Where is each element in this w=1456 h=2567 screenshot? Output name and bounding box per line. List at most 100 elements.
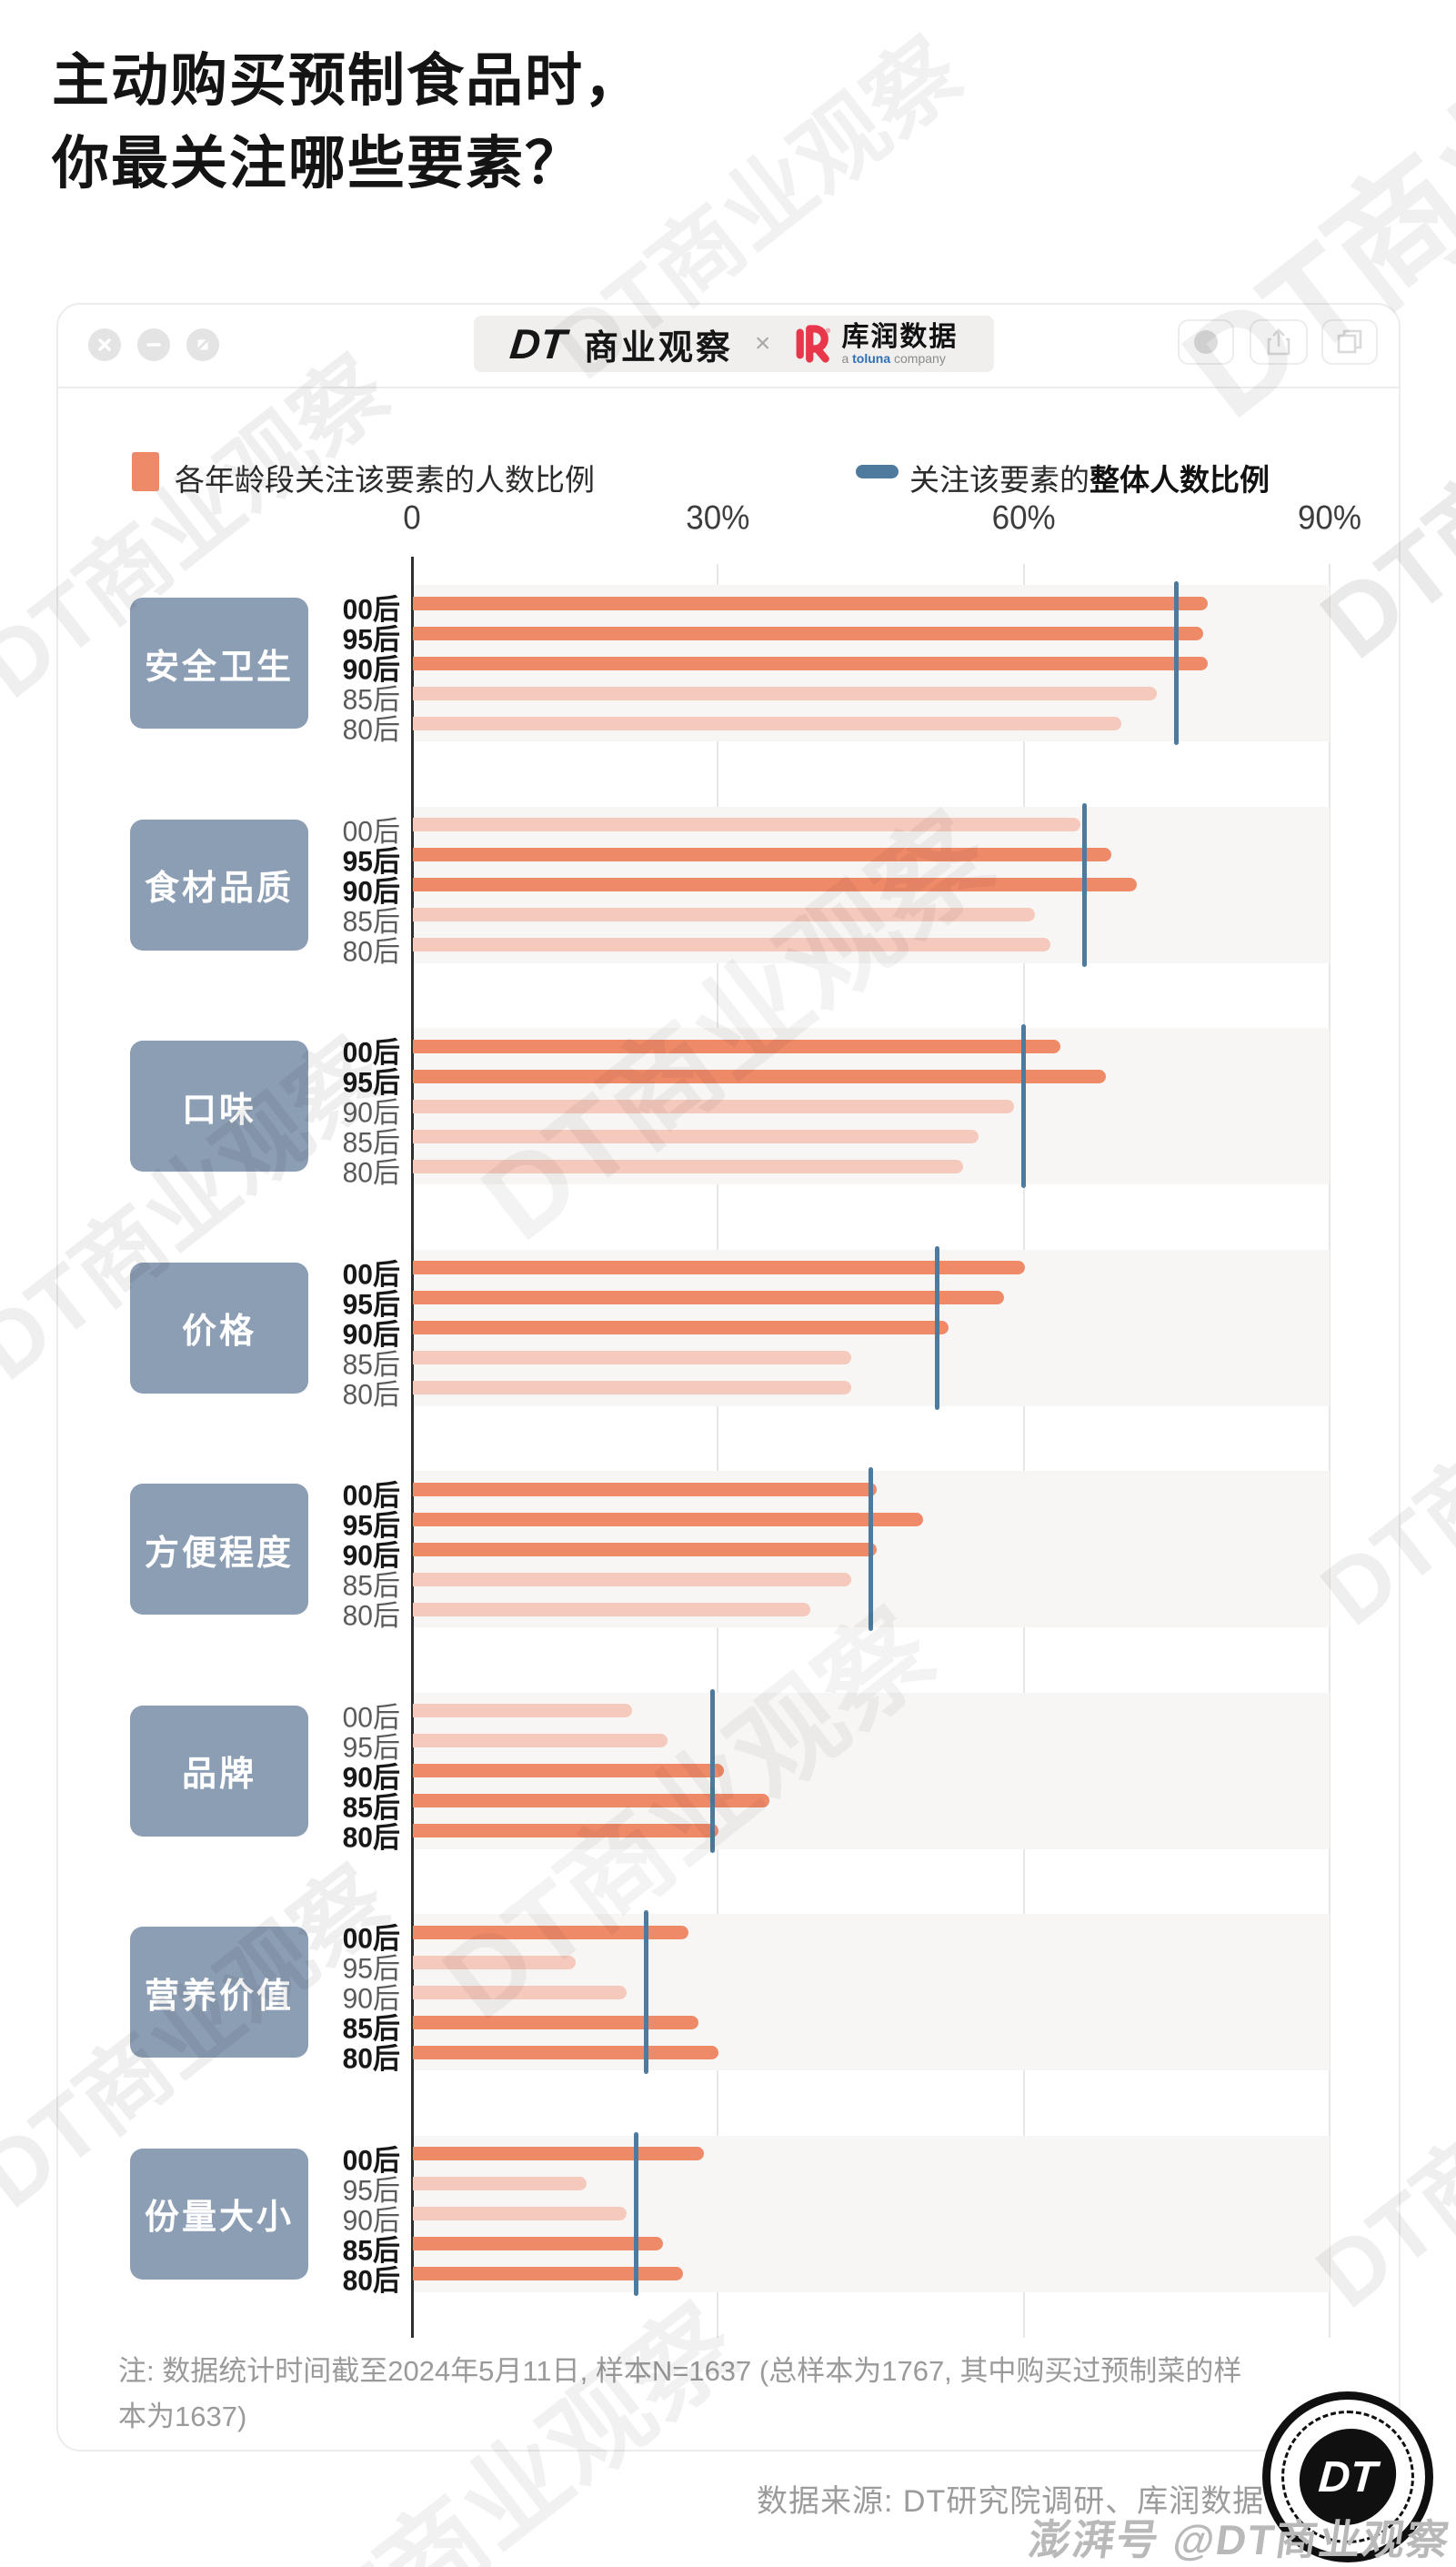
age-bar bbox=[413, 656, 1209, 670]
bottom-watermark: 澎湃号 @DT商业观察 bbox=[1025, 2516, 1454, 2563]
restore-icon bbox=[196, 337, 210, 352]
age-label: 85后 bbox=[342, 2234, 400, 2267]
close-button[interactable] bbox=[88, 328, 121, 361]
age-label: 90后 bbox=[342, 1318, 400, 1351]
age-bar bbox=[413, 1351, 852, 1364]
overall-line bbox=[1082, 802, 1088, 967]
age-bar bbox=[413, 1572, 852, 1586]
collab-x-separator: × bbox=[754, 328, 771, 358]
age-bar bbox=[413, 2015, 698, 2029]
age-bar bbox=[413, 1542, 878, 1556]
share-icon bbox=[1267, 328, 1290, 356]
age-bar bbox=[413, 686, 1158, 700]
age-bar bbox=[413, 2237, 663, 2250]
page-title-line1: 主动购买预制食品时， bbox=[52, 49, 643, 113]
age-label: 90后 bbox=[342, 1983, 400, 2015]
age-label: 80后 bbox=[342, 1821, 400, 1854]
age-bar bbox=[413, 1985, 628, 1999]
age-bar bbox=[413, 1069, 1107, 1083]
age-label: 95后 bbox=[342, 1288, 400, 1321]
factor-label-box: 食材品质 bbox=[130, 819, 308, 951]
age-label: 00后 bbox=[342, 1923, 400, 1955]
age-label: 95后 bbox=[342, 1067, 400, 1099]
age-label: 85后 bbox=[342, 1791, 400, 1824]
y-axis-line bbox=[411, 557, 414, 2338]
age-bar bbox=[413, 1734, 668, 1747]
age-bar bbox=[413, 1602, 811, 1616]
x-tick-60: 60% bbox=[991, 499, 1056, 537]
age-label: 00后 bbox=[342, 1480, 400, 1512]
age-label: 80后 bbox=[342, 1378, 400, 1411]
share-button[interactable] bbox=[1250, 319, 1308, 365]
age-bar bbox=[413, 2177, 587, 2190]
age-bar bbox=[413, 1955, 577, 1969]
kurun-r-logo-icon bbox=[797, 325, 831, 363]
age-label: 80后 bbox=[342, 1600, 400, 1632]
copy-icon bbox=[1337, 329, 1362, 354]
legend-overall-swatch bbox=[856, 465, 899, 478]
age-bar bbox=[413, 1261, 1025, 1274]
gridline-30 bbox=[717, 564, 719, 2338]
age-label: 00后 bbox=[342, 815, 400, 848]
age-bar bbox=[413, 2147, 704, 2160]
age-label: 95后 bbox=[342, 624, 400, 656]
overall-line bbox=[644, 1910, 649, 2074]
record-button[interactable] bbox=[1178, 319, 1234, 365]
factor-label-box: 方便程度 bbox=[130, 1484, 308, 1615]
age-label: 90后 bbox=[342, 2204, 400, 2237]
age-bar bbox=[413, 1482, 878, 1496]
age-label: 00后 bbox=[342, 1701, 400, 1734]
age-label: 90后 bbox=[342, 1540, 400, 1572]
age-bar bbox=[413, 596, 1209, 610]
age-bar bbox=[413, 626, 1203, 640]
factor-label: 价格 bbox=[181, 1313, 256, 1351]
header-logo-strip: DT 商业观察 × 库润数据 a toluna company bbox=[474, 316, 994, 372]
age-label: 95后 bbox=[342, 1510, 400, 1542]
legend-overall-label: 关注该要素的整体人数比例 bbox=[909, 463, 1270, 497]
partner-logo: 库润数据 a toluna company bbox=[792, 322, 958, 366]
legend-agebar-swatch bbox=[132, 452, 159, 491]
age-bar bbox=[413, 818, 1081, 831]
data-source: 数据来源: DT研究院调研、库润数据 bbox=[757, 2484, 1265, 2519]
dt-logo-text: DT bbox=[507, 320, 568, 367]
age-label: 85后 bbox=[342, 1348, 400, 1381]
age-bar bbox=[413, 848, 1111, 861]
age-label: 95后 bbox=[342, 845, 400, 878]
copy-button[interactable] bbox=[1321, 319, 1378, 365]
age-label: 80后 bbox=[342, 2264, 400, 2297]
age-bar bbox=[413, 2045, 719, 2059]
age-label: 90后 bbox=[342, 875, 400, 908]
minimize-icon bbox=[146, 343, 161, 347]
age-label: 90后 bbox=[342, 1761, 400, 1794]
x-tick-30: 30% bbox=[686, 499, 750, 537]
factor-label-box: 营养价值 bbox=[130, 1927, 308, 2058]
record-icon bbox=[1194, 330, 1218, 354]
overall-line bbox=[869, 1467, 873, 1631]
factor-label: 品牌 bbox=[181, 1756, 256, 1794]
dt-seal-logo: DT bbox=[1262, 2391, 1433, 2562]
factor-label-box: 品牌 bbox=[130, 1705, 308, 1837]
window-header-divider bbox=[56, 387, 1401, 388]
overall-line bbox=[710, 1688, 716, 1853]
overall-line bbox=[1021, 1024, 1027, 1188]
dt-logo-suffix: 商业观察 bbox=[583, 328, 733, 367]
age-label: 80后 bbox=[342, 935, 400, 968]
age-label: 90后 bbox=[342, 1097, 400, 1129]
age-label: 85后 bbox=[342, 684, 400, 716]
age-label: 85后 bbox=[342, 1570, 400, 1602]
age-bar bbox=[413, 908, 1035, 921]
age-label: 90后 bbox=[342, 654, 400, 686]
minimize-button[interactable] bbox=[137, 328, 170, 361]
factor-label: 份量大小 bbox=[144, 2199, 294, 2237]
age-label: 95后 bbox=[342, 1731, 400, 1764]
close-icon bbox=[98, 338, 111, 351]
page-title-line2: 你最关注哪些要素？ bbox=[52, 132, 584, 196]
age-bar bbox=[413, 1704, 633, 1717]
age-bar bbox=[413, 1321, 949, 1334]
age-label: 80后 bbox=[342, 2043, 400, 2075]
restore-button[interactable] bbox=[186, 328, 219, 361]
age-bar bbox=[413, 1129, 979, 1143]
factor-label-box: 份量大小 bbox=[130, 2148, 308, 2280]
age-label: 85后 bbox=[342, 2013, 400, 2045]
age-bar bbox=[413, 878, 1137, 891]
